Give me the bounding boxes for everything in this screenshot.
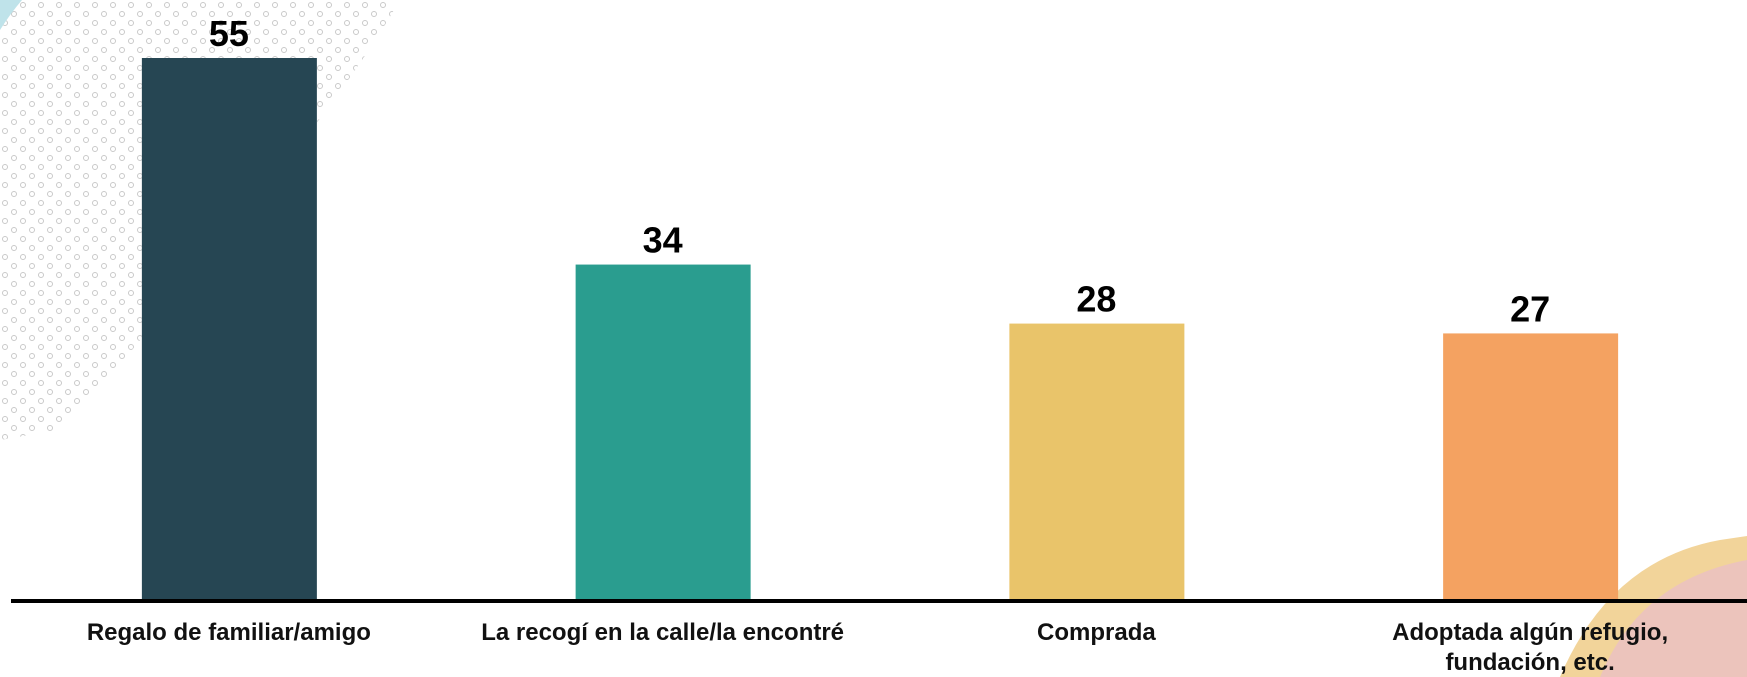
value-label: 28	[1076, 279, 1116, 320]
bar	[575, 264, 751, 599]
x-tick-label: La recogí en la calle/la encontré	[481, 619, 845, 646]
value-label: 34	[643, 220, 683, 261]
bar	[141, 58, 317, 599]
value-label: 27	[1510, 288, 1550, 329]
corner-decoration	[0, 0, 22, 30]
x-tick-label: Comprada	[1037, 619, 1156, 646]
x-tick-label: Adoptada algún refugio, fundación, etc.	[1392, 619, 1669, 676]
blob-decoration	[1600, 560, 1747, 677]
value-label: 55	[209, 13, 249, 54]
bar	[1443, 333, 1619, 599]
bar	[1009, 323, 1185, 599]
x-tick-label: Regalo de familiar/amigo	[86, 619, 371, 646]
